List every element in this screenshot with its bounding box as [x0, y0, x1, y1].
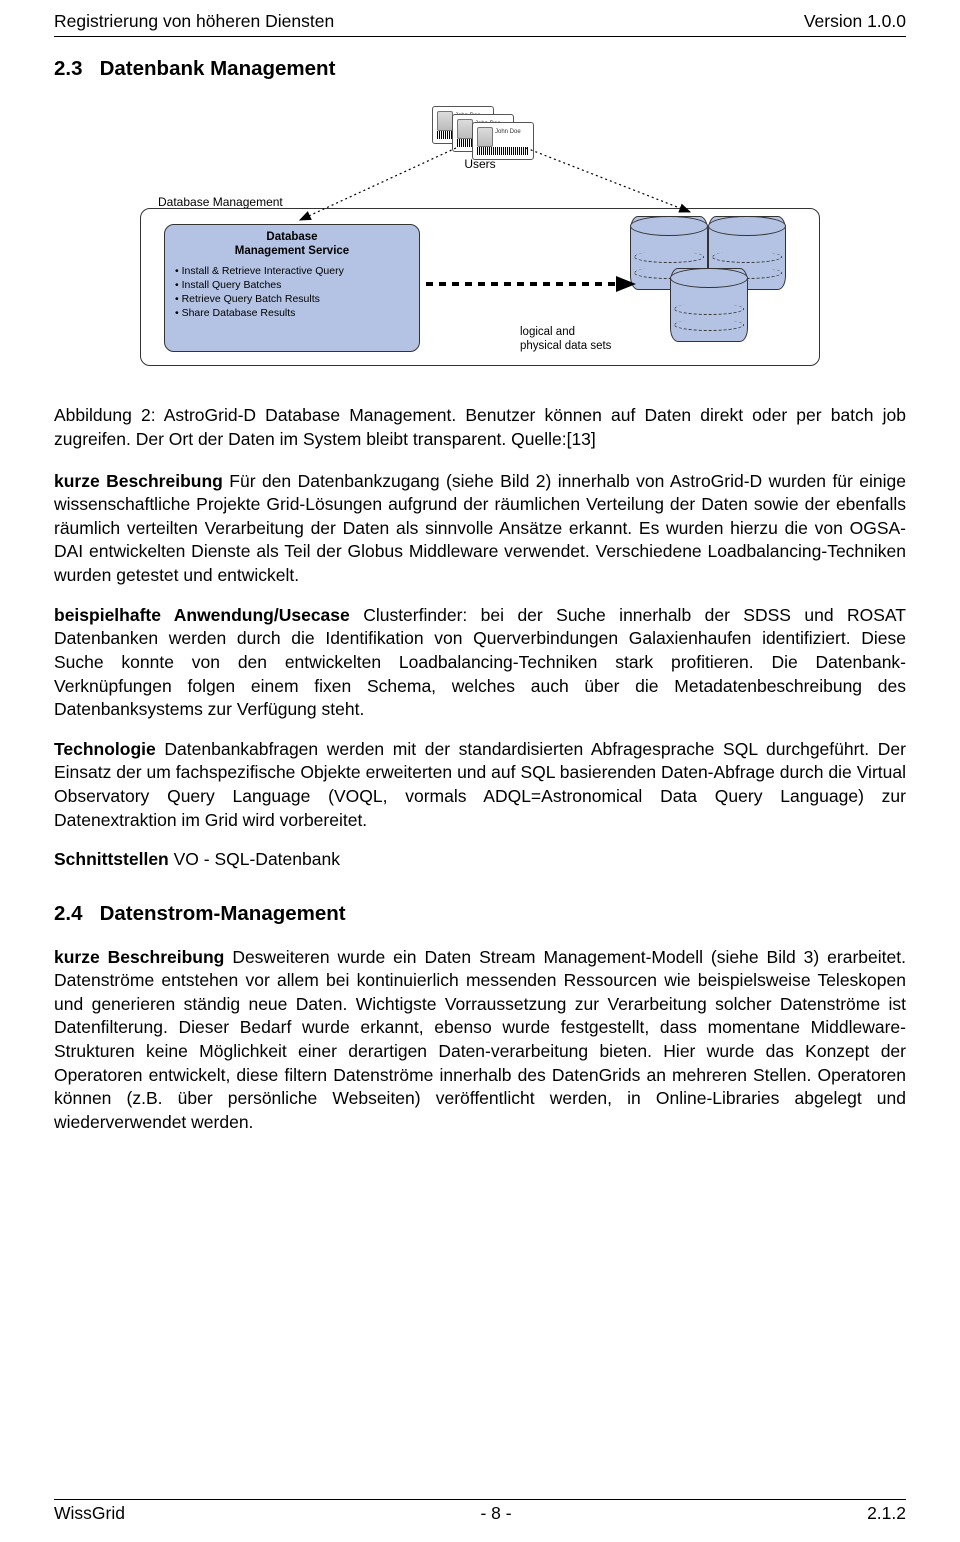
section-title: Datenbank Management [100, 57, 336, 80]
footer-left: WissGrid [54, 1502, 125, 1526]
footer-rule [54, 1499, 906, 1500]
para-lead: kurze Beschreibung [54, 947, 224, 967]
dms-title-l1: Database [266, 231, 317, 243]
footer-center: - 8 - [480, 1502, 511, 1526]
section-number: 2.4 [54, 902, 83, 925]
para-lead: beispielhafte Anwendung/Usecase [54, 605, 350, 625]
para-body: VO - SQL-Datenbank [174, 849, 340, 869]
header-left: Registrierung von höheren Diensten [54, 10, 334, 34]
header-rule [54, 36, 906, 37]
paragraph-schnittstellen: Schnittstellen VO - SQL-Datenbank [54, 848, 906, 872]
diagram-db-management: John Doe John Doe John Doe Users Databas… [130, 100, 830, 390]
dms-box: Database Management Service Install & Re… [164, 224, 420, 352]
paragraph-kurze-beschreibung: kurze Beschreibung Für den Datenbankzuga… [54, 470, 906, 588]
para-body: Desweiteren wurde ein Daten Stream Manag… [54, 947, 906, 1132]
datasets-label: logical and physical data sets [520, 326, 611, 354]
section-heading-23: 2.3 Datenbank Management [54, 55, 906, 83]
dms-title-l2: Management Service [235, 245, 349, 257]
dms-item: Retrieve Query Batch Results [175, 292, 409, 306]
page-footer: WissGrid - 8 - 2.1.2 [54, 1499, 906, 1536]
page: Registrierung von höheren Diensten Versi… [0, 0, 960, 1542]
user-card-icon: John Doe [472, 122, 534, 160]
footer-right: 2.1.2 [867, 1502, 906, 1526]
paragraph-technologie: Technologie Datenbankabfragen werden mit… [54, 738, 906, 833]
para-body: Datenbankabfragen werden mit der standar… [54, 739, 906, 830]
figure-caption: Abbildung 2: AstroGrid-D Database Manage… [54, 404, 906, 451]
page-header: Registrierung von höheren Diensten Versi… [54, 0, 906, 34]
dms-item: Install Query Batches [175, 278, 409, 292]
cylinder-icon [670, 268, 748, 342]
dms-item: Install & Retrieve Interactive Query [175, 264, 409, 278]
section-number: 2.3 [54, 57, 83, 80]
paragraph-usecase: beispielhafte Anwendung/Usecase Clusterf… [54, 604, 906, 722]
section-heading-24: 2.4 Datenstrom-Management [54, 900, 906, 928]
header-right: Version 1.0.0 [804, 10, 906, 34]
users-label: Users [130, 156, 830, 172]
section-title: Datenstrom-Management [100, 902, 346, 925]
dms-item: Share Database Results [175, 306, 409, 320]
para-lead: Schnittstellen [54, 849, 169, 869]
dms-items: Install & Retrieve Interactive Query Ins… [175, 264, 409, 321]
para-lead: Technologie [54, 739, 156, 759]
para-lead: kurze Beschreibung [54, 471, 223, 491]
paragraph-24-kurze: kurze Beschreibung Desweiteren wurde ein… [54, 946, 906, 1135]
